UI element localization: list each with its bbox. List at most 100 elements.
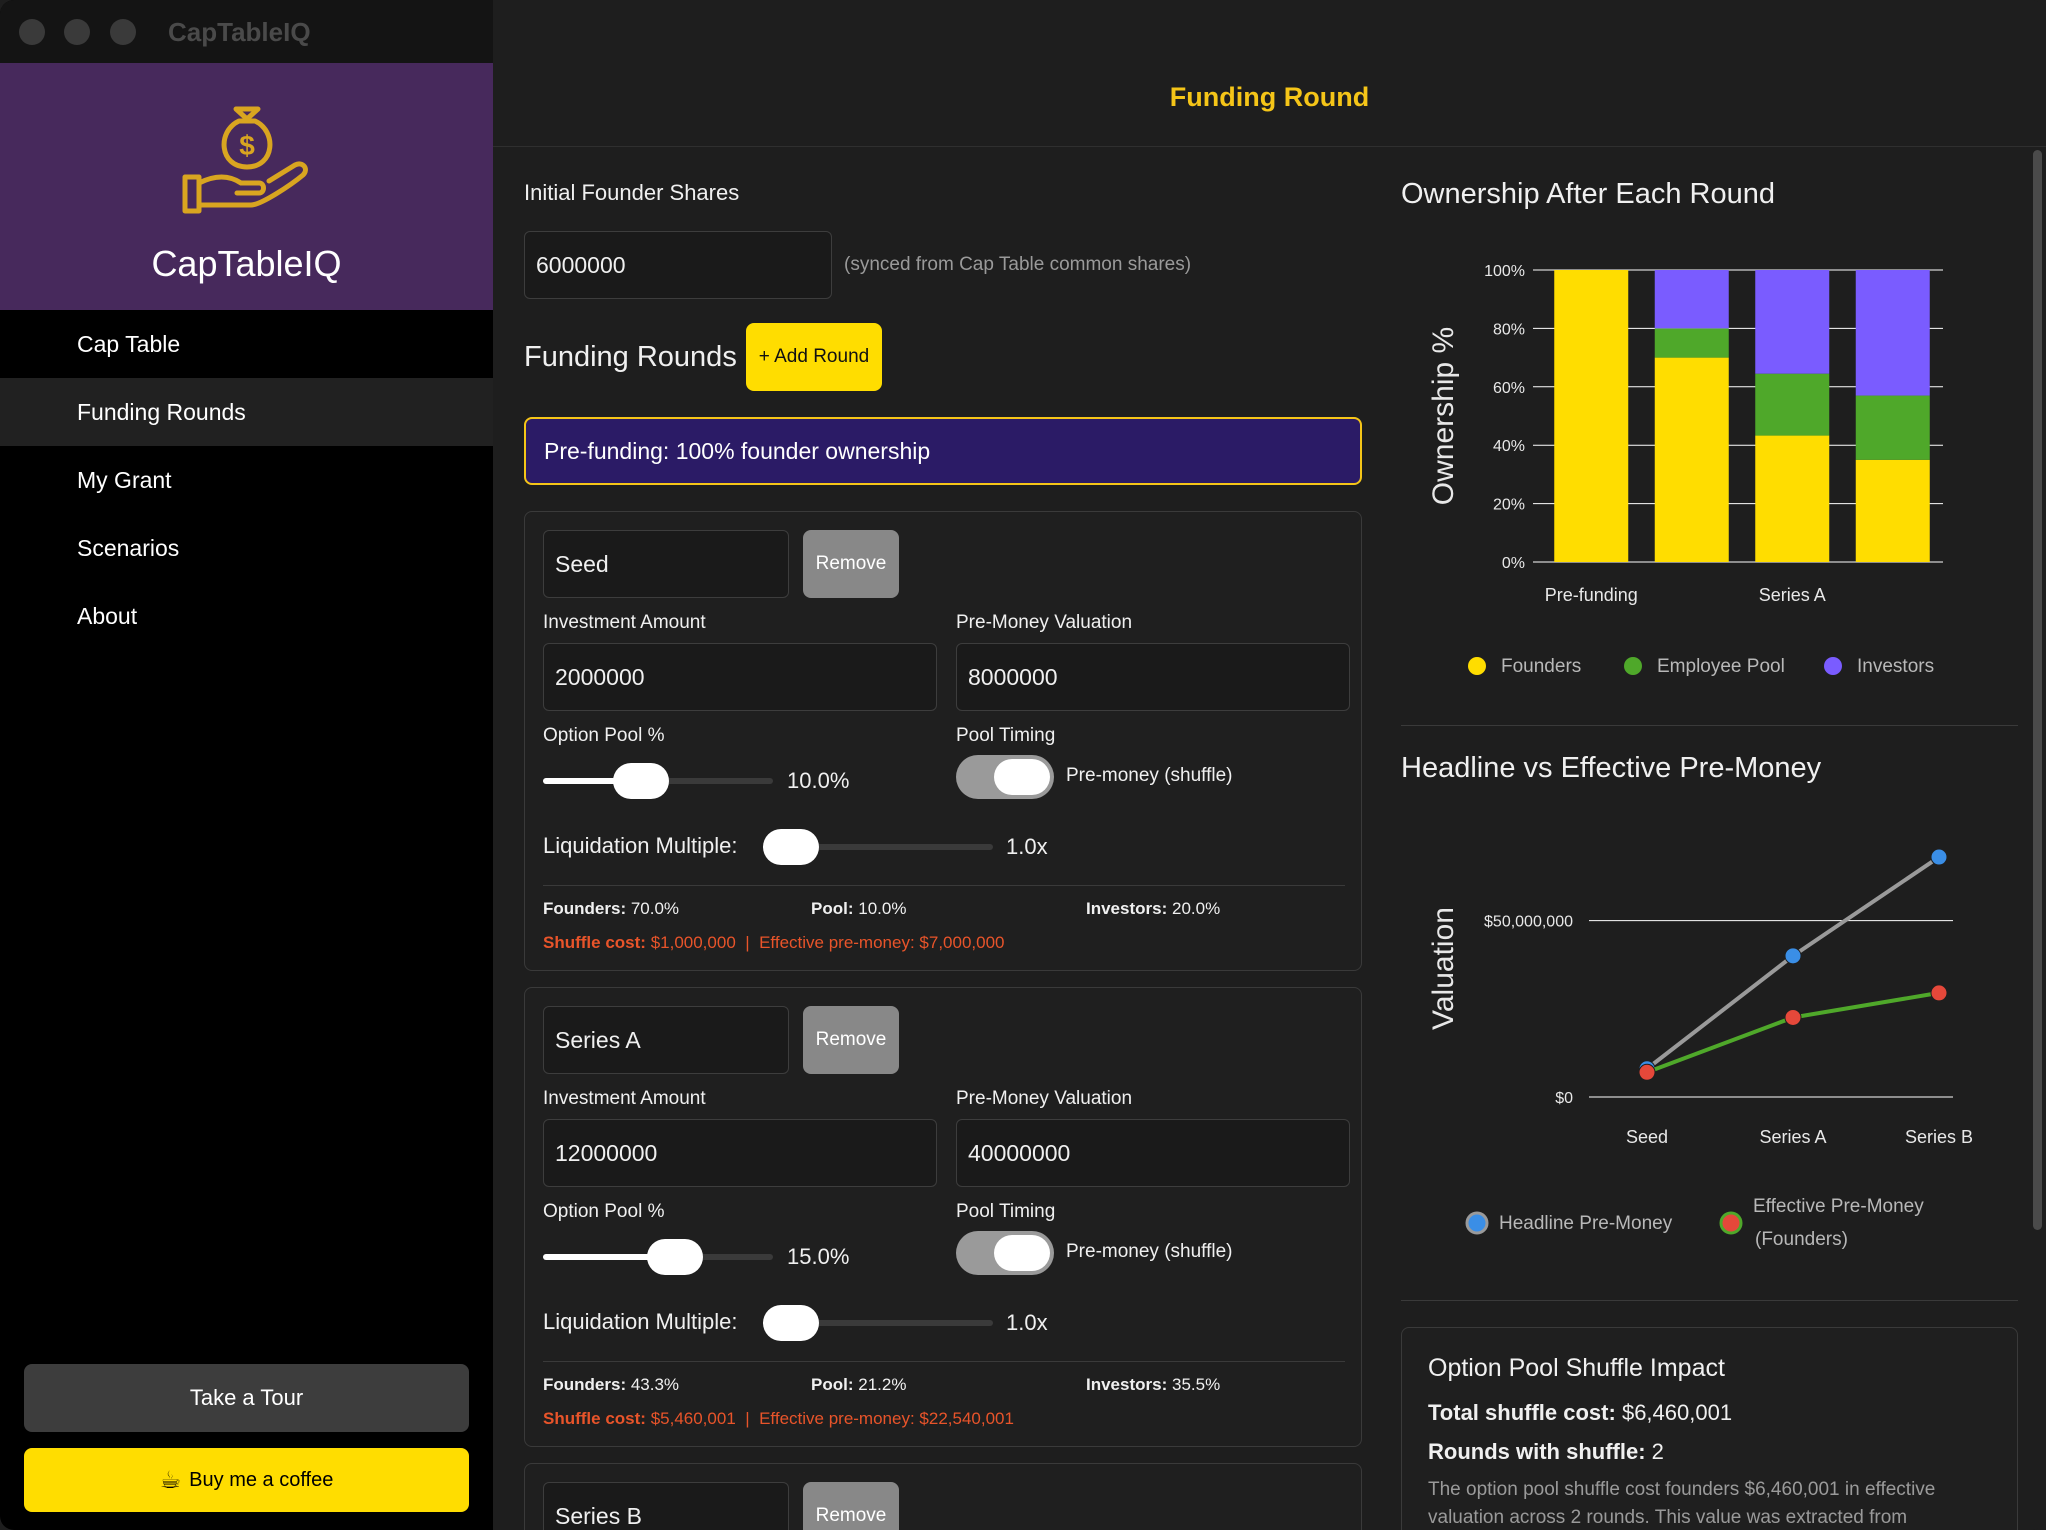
premoney-x-tick: Series B bbox=[1905, 1127, 1973, 1147]
minimize-window-button[interactable] bbox=[64, 19, 90, 45]
impact-note: The option pool shuffle cost founders $6… bbox=[1428, 1479, 1936, 1528]
ownership-legend-marker bbox=[1468, 657, 1486, 675]
close-window-button[interactable] bbox=[19, 19, 45, 45]
total-shuffle-cost: Total shuffle cost: $6,460,001 bbox=[1428, 1400, 1733, 1425]
option-pool-slider-thumb[interactable] bbox=[647, 1239, 704, 1275]
option-pool-label: Option Pool % bbox=[543, 1201, 665, 1222]
investment-label: Investment Amount bbox=[543, 1088, 706, 1109]
option-pool-value: 10.0% bbox=[787, 768, 850, 793]
ownership-bar-founders bbox=[1755, 435, 1830, 562]
liquidation-slider[interactable] bbox=[763, 1305, 993, 1341]
ownership-legend-label: Investors bbox=[1857, 656, 1934, 677]
round-card-series-a: Series A Remove Investment Amount 120000… bbox=[524, 987, 1362, 1447]
ownership-bar-founders bbox=[1554, 270, 1629, 562]
rounds-with-shuffle: Rounds with shuffle: 2 bbox=[1428, 1439, 1664, 1464]
ownership-legend-label: Employee Pool bbox=[1657, 656, 1785, 677]
ownership-bar-employee-pool bbox=[1654, 328, 1729, 358]
founder-shares-input[interactable]: 6000000 bbox=[524, 231, 832, 299]
ownership-bar-employee-pool bbox=[1755, 373, 1830, 436]
premoney-legend-marker bbox=[1719, 1211, 1743, 1235]
investment-input[interactable]: 12000000 bbox=[543, 1119, 937, 1187]
premoney-label: Pre-Money Valuation bbox=[956, 1088, 1133, 1109]
sidebar-item-scenarios[interactable]: Scenarios bbox=[77, 535, 180, 561]
shuffle-summary: Shuffle cost: $5,460,001 | Effective pre… bbox=[543, 1409, 1014, 1428]
liquidation-value: 1.0x bbox=[1006, 1310, 1048, 1335]
round-name-input[interactable]: Series B bbox=[543, 1482, 789, 1530]
coffee-cup-icon: ☕ bbox=[159, 1466, 182, 1494]
section-divider bbox=[1401, 725, 2018, 726]
premoney-legend-label: Effective Pre-Money bbox=[1753, 1196, 1924, 1217]
remove-round-button[interactable]: Remove bbox=[803, 1482, 899, 1530]
page-title: Funding Round bbox=[1169, 82, 1370, 112]
investors-stat: Investors: 20.0% bbox=[1086, 899, 1221, 918]
take-tour-button[interactable]: Take a Tour bbox=[24, 1364, 469, 1432]
title-bar: CapTableIQ bbox=[0, 0, 493, 63]
investment-input[interactable]: 2000000 bbox=[543, 643, 937, 711]
investment-label: Investment Amount bbox=[543, 612, 706, 633]
ownership-bar-employee-pool bbox=[1855, 395, 1930, 460]
premoney-legend-marker bbox=[1465, 1211, 1489, 1235]
option-pool-value: 15.0% bbox=[787, 1244, 850, 1269]
premoney-legend-label: Headline Pre-Money bbox=[1499, 1213, 1673, 1234]
option-pool-slider[interactable] bbox=[543, 763, 773, 799]
premoney-label: Pre-Money Valuation bbox=[956, 612, 1133, 633]
shuffle-summary: Shuffle cost: $1,000,000 | Effective pre… bbox=[543, 933, 1005, 952]
add-round-button[interactable]: + Add Round bbox=[746, 323, 882, 391]
liquidation-slider[interactable] bbox=[763, 829, 993, 865]
ownership-chart: 0% 20% 40% 60% 80% 100% Ownership % Pre-funding… bbox=[1427, 263, 1943, 677]
liquidation-slider-thumb[interactable] bbox=[763, 1305, 819, 1341]
buy-coffee-button[interactable]: ☕ Buy me a coffee bbox=[24, 1448, 469, 1512]
liquidation-slider-thumb[interactable] bbox=[763, 829, 819, 865]
investors-stat: Investors: 35.5% bbox=[1086, 1375, 1221, 1394]
option-pool-slider-fill bbox=[543, 778, 641, 784]
premoney-y-tick: $0 bbox=[1555, 1090, 1573, 1107]
liquidation-label: Liquidation Multiple: bbox=[543, 1309, 738, 1334]
ownership-x-tick: Series A bbox=[1759, 585, 1826, 605]
premoney-point bbox=[1784, 947, 1802, 965]
sidebar-item-funding-rounds[interactable]: Funding Rounds bbox=[0, 378, 493, 446]
card-divider bbox=[543, 1361, 1345, 1362]
ownership-legend-marker bbox=[1624, 657, 1642, 675]
prefunding-banner: Pre-funding: 100% founder ownership bbox=[524, 417, 1362, 485]
round-name-input[interactable]: Series A bbox=[543, 1006, 789, 1074]
option-pool-slider-thumb[interactable] bbox=[612, 763, 669, 799]
sidebar-item-cap-table[interactable]: Cap Table bbox=[77, 331, 181, 357]
premoney-input[interactable]: 40000000 bbox=[956, 1119, 1350, 1187]
zoom-window-button[interactable] bbox=[110, 19, 136, 45]
ownership-legend-marker bbox=[1824, 657, 1842, 675]
ownership-y-tick: 60% bbox=[1493, 380, 1525, 397]
ownership-bar-investors bbox=[1855, 270, 1930, 396]
premoney-point bbox=[1930, 984, 1948, 1002]
premoney-point bbox=[1638, 1063, 1656, 1081]
sidebar-item-about[interactable]: About bbox=[77, 603, 138, 629]
pool-timing-value: Pre-money (shuffle) bbox=[1066, 1241, 1233, 1262]
premoney-input[interactable]: 8000000 bbox=[956, 643, 1350, 711]
vertical-scrollbar[interactable] bbox=[2033, 150, 2042, 1230]
pool-stat: Pool: 21.2% bbox=[811, 1375, 907, 1394]
pool-timing-toggle-knob bbox=[994, 1235, 1050, 1271]
ownership-y-tick: 40% bbox=[1493, 438, 1525, 455]
round-card-series-b: Series B Remove bbox=[524, 1463, 1362, 1530]
founders-stat: Founders: 70.0% bbox=[543, 899, 680, 918]
liquidation-label: Liquidation Multiple: bbox=[543, 833, 738, 858]
premoney-y-tick: $50,000,000 bbox=[1484, 914, 1573, 931]
sidebar-item-my-grant[interactable]: My Grant bbox=[77, 467, 172, 493]
founder-shares-label: Initial Founder Shares bbox=[524, 180, 740, 205]
round-name-input[interactable]: Seed bbox=[543, 530, 789, 598]
pool-timing-toggle[interactable] bbox=[956, 1231, 1054, 1275]
founder-shares-hint: (synced from Cap Table common shares) bbox=[844, 254, 1192, 275]
ownership-y-tick: 80% bbox=[1493, 321, 1525, 338]
ownership-y-tick: 100% bbox=[1484, 263, 1525, 280]
premoney-x-tick: Seed bbox=[1626, 1127, 1668, 1147]
remove-round-button[interactable]: Remove bbox=[803, 1006, 899, 1074]
pool-timing-toggle[interactable] bbox=[956, 755, 1054, 799]
liquidation-value: 1.0x bbox=[1006, 834, 1048, 859]
ownership-bar-founders bbox=[1855, 459, 1930, 562]
option-pool-slider[interactable] bbox=[543, 1239, 773, 1275]
remove-round-button[interactable]: Remove bbox=[803, 530, 899, 598]
option-pool-slider-fill bbox=[543, 1254, 676, 1260]
sidebar-nav: Cap Table Funding Rounds My Grant Scenar… bbox=[0, 310, 493, 650]
pool-timing-label: Pool Timing bbox=[956, 725, 1056, 746]
money-bag-hand-icon: $ bbox=[182, 106, 308, 214]
